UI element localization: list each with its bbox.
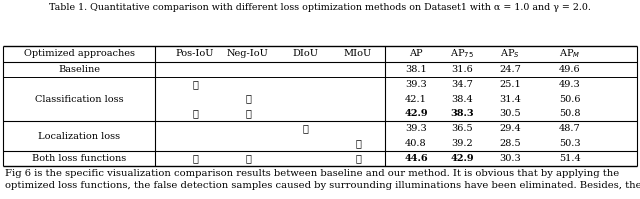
Text: Both loss functions: Both loss functions [32,154,126,163]
Text: Optimized approaches: Optimized approaches [24,50,134,59]
Text: ✓: ✓ [192,154,198,163]
Text: 51.4: 51.4 [559,154,581,163]
Text: Classification loss: Classification loss [35,95,124,104]
Text: 50.3: 50.3 [559,139,581,148]
Text: 49.6: 49.6 [559,65,581,74]
Text: AP: AP [409,50,423,59]
Text: ✓: ✓ [245,109,251,118]
Text: 31.6: 31.6 [451,65,473,74]
Text: Pos-IoU: Pos-IoU [176,50,214,59]
Text: 30.3: 30.3 [499,154,521,163]
Text: 38.1: 38.1 [405,65,427,74]
Text: Localization loss: Localization loss [38,132,120,141]
Text: AP$_M$: AP$_M$ [559,48,580,60]
Text: 50.8: 50.8 [559,109,580,118]
Text: 42.9: 42.9 [450,154,474,163]
Text: 28.5: 28.5 [499,139,521,148]
Text: 39.2: 39.2 [451,139,473,148]
Text: ✓: ✓ [192,109,198,118]
Text: 39.3: 39.3 [405,124,427,133]
Text: AP$_S$: AP$_S$ [500,48,520,60]
Text: 29.4: 29.4 [499,124,521,133]
Text: optimized loss functions, the false detection samples caused by surrounding illu: optimized loss functions, the false dete… [5,181,640,190]
Text: 40.8: 40.8 [405,139,427,148]
Text: ✓: ✓ [355,154,361,163]
Text: 38.4: 38.4 [451,95,473,104]
Text: ✓: ✓ [245,95,251,104]
Text: 42.9: 42.9 [404,109,428,118]
Text: DIoU: DIoU [292,50,318,59]
Text: AP$_{75}$: AP$_{75}$ [450,48,474,60]
Text: ✓: ✓ [355,139,361,148]
Text: MIoU: MIoU [344,50,372,59]
Text: 31.4: 31.4 [499,95,521,104]
Text: ✓: ✓ [302,124,308,133]
Text: 48.7: 48.7 [559,124,581,133]
Text: Table 1. Quantitative comparison with different loss optimization methods on Dat: Table 1. Quantitative comparison with di… [49,3,591,12]
Text: Fig 6 is the specific visualization comparison results between baseline and our : Fig 6 is the specific visualization comp… [5,169,620,178]
Text: 25.1: 25.1 [499,80,521,89]
Text: 50.6: 50.6 [559,95,580,104]
Text: ✓: ✓ [245,154,251,163]
Text: 34.7: 34.7 [451,80,473,89]
Text: 44.6: 44.6 [404,154,428,163]
Text: Baseline: Baseline [58,65,100,74]
Text: Neg-IoU: Neg-IoU [227,50,269,59]
Text: 49.3: 49.3 [559,80,581,89]
Text: 30.5: 30.5 [499,109,521,118]
Text: 24.7: 24.7 [499,65,521,74]
Text: 39.3: 39.3 [405,80,427,89]
Text: 38.3: 38.3 [450,109,474,118]
Text: 36.5: 36.5 [451,124,473,133]
Text: 42.1: 42.1 [405,95,427,104]
Text: ✓: ✓ [192,80,198,89]
